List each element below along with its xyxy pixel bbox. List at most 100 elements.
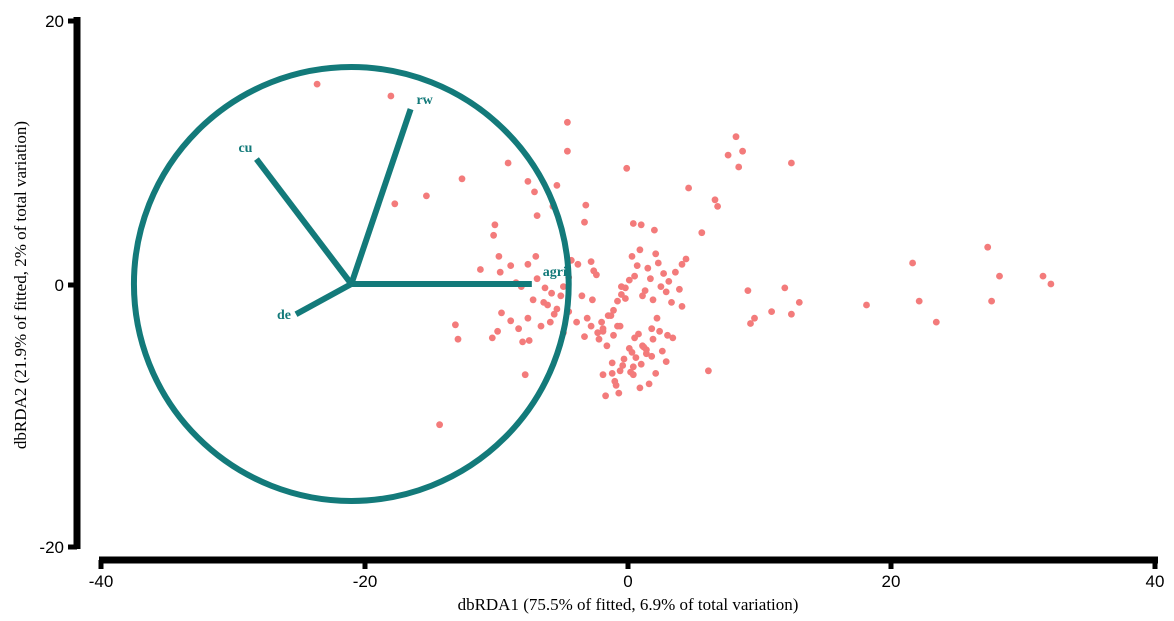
data-point	[616, 367, 624, 375]
data-point	[648, 352, 656, 360]
vector-label-agri: agri	[543, 265, 567, 280]
data-point	[525, 337, 533, 344]
data-point	[622, 284, 629, 292]
data-point	[682, 255, 690, 263]
data-point	[599, 371, 607, 379]
data-point	[452, 321, 459, 329]
data-point	[649, 335, 657, 343]
data-point	[657, 283, 665, 290]
data-point	[1039, 272, 1047, 280]
y-axis: 20 0 -20 dbRDA2 (21.9% of fitted, 2% of …	[11, 12, 81, 557]
data-point	[631, 272, 638, 280]
data-point	[488, 334, 496, 342]
vector-label-rw: rw	[416, 93, 433, 108]
data-point	[615, 389, 623, 397]
data-point	[564, 118, 571, 126]
x-tick-label: 20	[882, 572, 901, 591]
data-point	[636, 384, 644, 392]
data-point	[583, 314, 591, 322]
biplot-overlay: rw cu agri de	[130, 64, 572, 504]
data-point	[595, 335, 603, 343]
data-point	[587, 258, 595, 265]
data-point	[519, 338, 526, 346]
data-point	[515, 325, 522, 333]
data-point	[599, 327, 607, 335]
data-point	[629, 371, 637, 379]
data-point	[564, 147, 571, 155]
data-point	[602, 392, 609, 400]
data-point	[498, 309, 505, 317]
data-point	[557, 292, 565, 300]
data-point	[495, 253, 503, 260]
data-point	[641, 287, 649, 294]
data-point	[648, 325, 656, 333]
data-point	[656, 327, 663, 335]
data-point	[620, 355, 628, 363]
x-axis: -40 -20 0 20 40 dbRDA1 (75.5% of fitted,…	[89, 556, 1165, 614]
data-point	[494, 327, 501, 335]
data-point	[662, 358, 670, 365]
data-point	[653, 314, 661, 322]
data-point	[391, 200, 399, 208]
data-point	[574, 260, 582, 268]
data-point	[625, 276, 633, 284]
data-point	[669, 334, 677, 342]
x-tick-label: 40	[1146, 572, 1165, 591]
data-point	[619, 362, 627, 369]
data-point	[678, 260, 686, 268]
data-point	[664, 331, 671, 339]
data-point	[639, 292, 646, 300]
data-point	[863, 301, 870, 309]
data-point	[594, 329, 602, 337]
data-point	[623, 164, 631, 172]
data-point	[496, 268, 504, 276]
data-point	[537, 322, 545, 330]
data-point	[611, 377, 619, 385]
data-point	[1047, 280, 1055, 288]
data-point	[788, 159, 795, 167]
data-point	[735, 163, 743, 171]
x-tick-label: 0	[623, 572, 632, 591]
data-point	[768, 308, 775, 315]
data-point	[640, 343, 648, 351]
data-point	[705, 367, 712, 375]
data-point	[524, 178, 532, 185]
data-point	[546, 318, 554, 326]
data-point	[387, 92, 395, 100]
data-point	[532, 253, 540, 260]
data-point	[533, 212, 541, 220]
data-point	[747, 320, 754, 327]
data-point	[711, 196, 719, 204]
data-point	[582, 201, 590, 209]
data-point	[665, 278, 673, 285]
data-point	[628, 253, 636, 260]
data-point	[524, 314, 532, 322]
data-point	[744, 287, 752, 294]
data-point	[589, 296, 596, 304]
data-point	[996, 272, 1003, 280]
data-point	[660, 270, 667, 277]
data-point	[698, 229, 706, 237]
data-point	[781, 284, 789, 292]
data-point	[531, 188, 538, 196]
data-point	[553, 182, 561, 189]
data-point	[521, 371, 529, 379]
data-point	[932, 318, 940, 326]
data-point	[581, 333, 588, 340]
data-point	[739, 147, 746, 155]
data-point	[544, 301, 551, 309]
data-point	[573, 318, 580, 326]
data-point	[604, 312, 612, 319]
data-point	[616, 322, 624, 330]
y-axis-title: dbRDA2 (21.9% of fitted, 2% of total var…	[11, 121, 30, 449]
data-point	[988, 297, 995, 305]
data-point	[629, 363, 637, 371]
y-tick-label: 20	[45, 12, 64, 31]
data-point	[637, 360, 645, 368]
vector-de	[294, 281, 353, 317]
data-point	[984, 243, 992, 251]
data-point	[632, 354, 640, 361]
data-point	[678, 303, 686, 310]
data-point	[909, 259, 916, 267]
